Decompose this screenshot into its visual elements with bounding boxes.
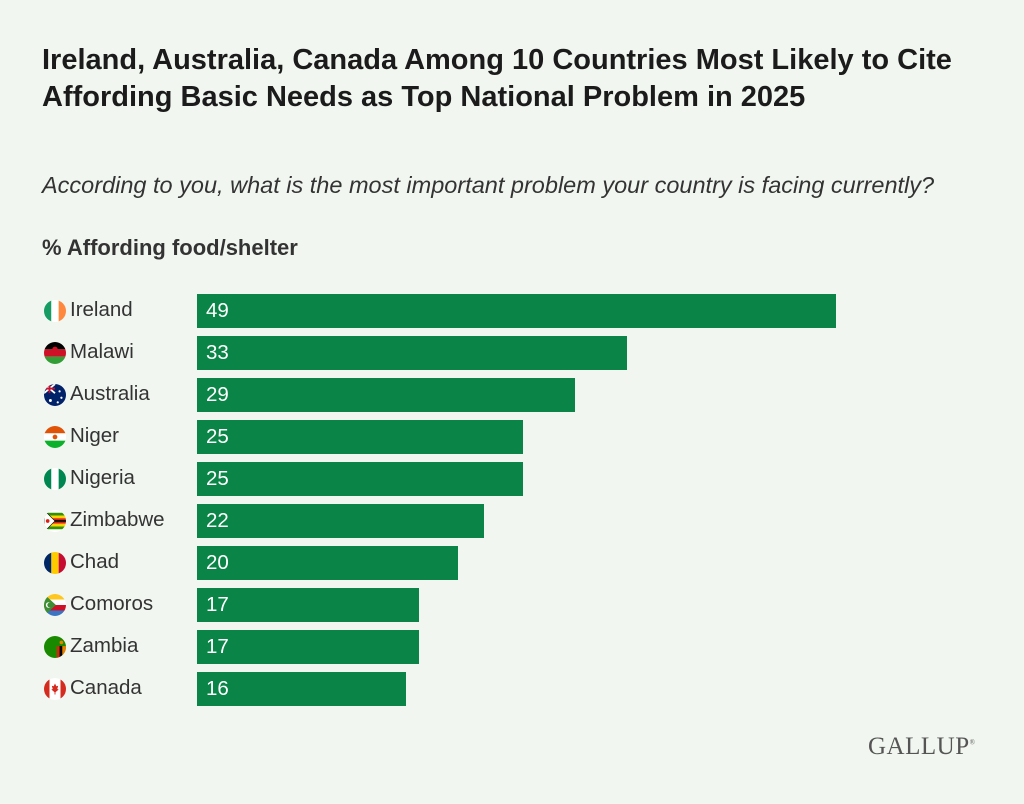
australia-flag-icon — [44, 384, 66, 406]
bar-row: Ireland 49 — [0, 294, 1024, 328]
bar-row: Zimbabwe 22 — [0, 504, 1024, 538]
category-label: Ireland — [70, 298, 133, 321]
bar: 29 — [197, 378, 576, 412]
bar: 17 — [197, 630, 419, 664]
chad-flag-icon — [44, 552, 66, 574]
category-label: Comoros — [70, 592, 154, 615]
bar: 20 — [197, 546, 458, 580]
bar: 17 — [197, 588, 419, 622]
bar-row: Nigeria 25 — [0, 462, 1024, 496]
category-label: Zimbabwe — [70, 508, 165, 531]
bar-row: Niger 25 — [0, 420, 1024, 454]
niger-flag-icon — [44, 426, 66, 448]
bar: 33 — [197, 336, 628, 370]
data-label: 22 — [206, 509, 229, 532]
category-label: Niger — [70, 424, 119, 447]
data-label: 25 — [206, 425, 229, 448]
bar: 25 — [197, 462, 523, 496]
bar: 49 — [197, 294, 836, 328]
category-label: Zambia — [70, 634, 139, 657]
ireland-flag-icon — [44, 300, 66, 322]
bar: 25 — [197, 420, 523, 454]
category-label: Malawi — [70, 340, 134, 363]
bar: 22 — [197, 504, 484, 538]
bar-row: Chad 20 — [0, 546, 1024, 580]
data-label: 49 — [206, 299, 229, 322]
data-label: 17 — [206, 593, 229, 616]
zambia-flag-icon — [44, 636, 66, 658]
bar-row: Zambia 17 — [0, 630, 1024, 664]
category-label: Australia — [70, 382, 150, 405]
category-label: Nigeria — [70, 466, 135, 489]
bar-row: Canada 16 — [0, 672, 1024, 706]
malawi-flag-icon — [44, 342, 66, 364]
metric-label: % Affording food/shelter — [42, 235, 298, 260]
data-label: 16 — [206, 677, 229, 700]
bar-row: Australia 29 — [0, 378, 1024, 412]
chart-title: Ireland, Australia, Canada Among 10 Coun… — [42, 44, 952, 113]
chart-subtitle: According to you, what is the most impor… — [42, 172, 935, 198]
gallup-logo: GALLUP® — [868, 733, 976, 760]
data-label: 33 — [206, 341, 229, 364]
nigeria-flag-icon — [44, 468, 66, 490]
data-label: 17 — [206, 635, 229, 658]
bar: 16 — [197, 672, 406, 706]
data-label: 20 — [206, 551, 229, 574]
zimbabwe-flag-icon — [44, 510, 66, 532]
comoros-flag-icon — [44, 594, 66, 616]
category-label: Chad — [70, 550, 120, 573]
data-label: 25 — [206, 467, 229, 490]
canada-flag-icon — [44, 678, 66, 700]
data-label: 29 — [206, 383, 229, 406]
category-label: Canada — [70, 676, 142, 699]
bar-row: Malawi 33 — [0, 336, 1024, 370]
bar-row: Comoros 17 — [0, 588, 1024, 622]
